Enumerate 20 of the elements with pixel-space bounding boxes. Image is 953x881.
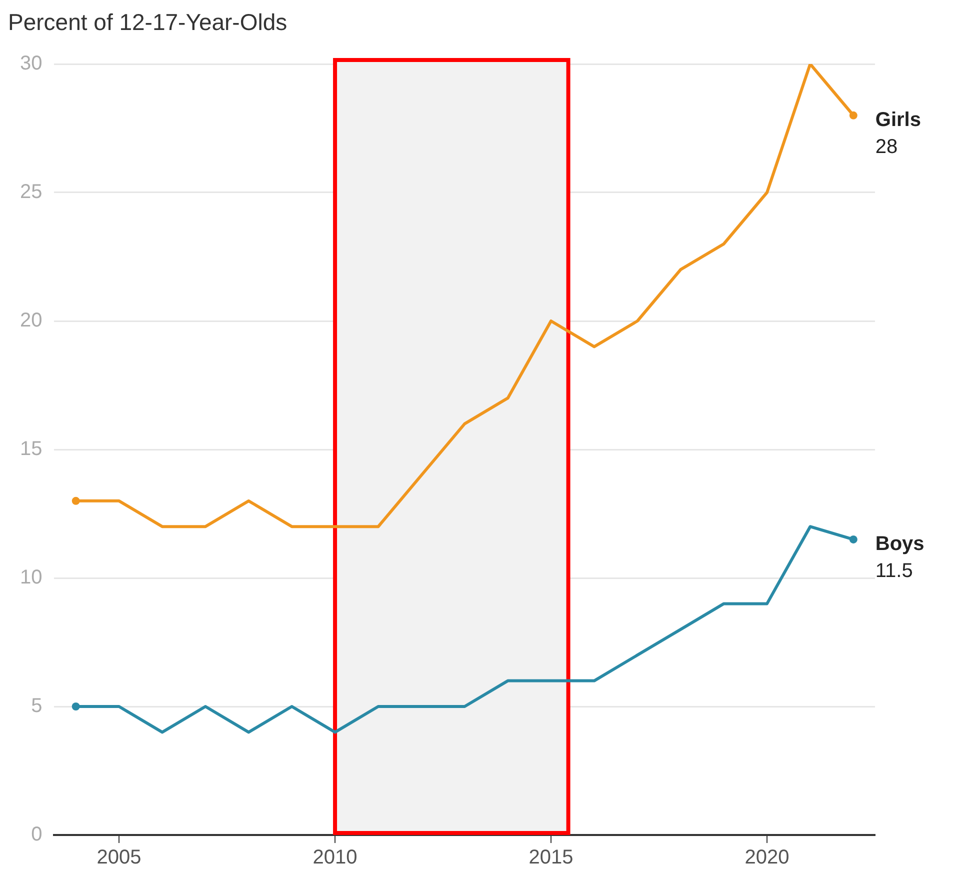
y-tick-label: 25 <box>20 181 42 204</box>
data-label: 11.5 <box>875 560 913 582</box>
y-tick-label: 0 <box>31 824 42 846</box>
series-label: Boys <box>875 532 924 555</box>
point <box>72 702 80 710</box>
y-tick-label: 10 <box>20 566 42 589</box>
x-tick-label: 2005 <box>96 846 142 869</box>
point <box>849 535 858 544</box>
y-tick-label: 5 <box>31 695 42 718</box>
data-label: 28 <box>875 136 898 158</box>
x-tick-label: 2015 <box>528 846 574 869</box>
x-tick-label: 2010 <box>312 846 358 869</box>
point <box>849 111 858 120</box>
y-tick-label: 20 <box>20 310 42 332</box>
point <box>72 496 80 505</box>
x-tick-label: 2020 <box>744 846 790 869</box>
y-tick-label: 30 <box>20 52 42 75</box>
y-axis-title: Percent of 12-17-Year-Olds <box>8 8 288 35</box>
y-tick-label: 15 <box>20 438 42 460</box>
series-label: Girls <box>875 108 921 131</box>
